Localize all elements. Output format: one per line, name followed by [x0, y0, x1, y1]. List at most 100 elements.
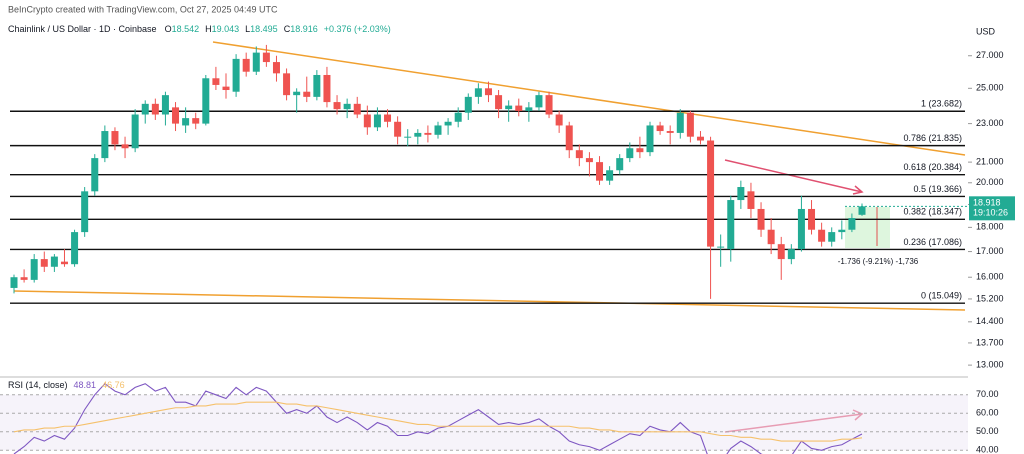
candle-body [777, 244, 785, 260]
axis-label: USD [976, 26, 996, 36]
candle-body [71, 232, 79, 265]
candle-body [353, 103, 361, 115]
candle-body [848, 218, 856, 230]
candle-body [596, 162, 604, 181]
candle-body [101, 131, 109, 159]
candle-body [151, 103, 159, 115]
candle-body [81, 191, 89, 233]
candle-body [464, 96, 472, 113]
candle-body [343, 103, 351, 110]
candle-body [656, 125, 664, 132]
candle-body [737, 187, 745, 201]
candle-body [585, 158, 593, 163]
y-tick-label: 40.00 [976, 445, 999, 454]
candle-body [767, 229, 775, 245]
rsi-band [0, 394, 968, 451]
candle-body [111, 131, 119, 145]
candle-body [818, 229, 826, 242]
legend-item: L [245, 24, 250, 34]
y-tick-label: 13.700 [976, 337, 1004, 347]
candle-body [131, 114, 139, 149]
candle-body [333, 102, 341, 110]
legend-item: H [205, 24, 212, 34]
fib-label: 0.5 (19.366) [913, 184, 962, 194]
candle-body [384, 114, 392, 122]
fib-label: 0.786 (21.835) [903, 133, 962, 143]
candle-body [20, 277, 28, 280]
legend-item: 18.916 [290, 24, 318, 34]
y-tick-label: 16.000 [976, 272, 1004, 282]
candle-body [272, 62, 280, 74]
candle-body [222, 86, 230, 91]
arrow-head [852, 185, 864, 195]
candle-body [636, 148, 644, 153]
candle-body [727, 200, 735, 250]
candle-body [40, 259, 48, 267]
candle-body [666, 131, 674, 133]
candle-body [30, 259, 38, 280]
y-tick-label: 50.00 [976, 426, 999, 436]
candle-body [394, 121, 402, 137]
candle-body [404, 136, 412, 138]
candle-body [172, 107, 180, 124]
candle-body [121, 144, 129, 149]
legend-item: O [165, 24, 172, 34]
y-tick-label: 20.000 [976, 177, 1004, 187]
candle-body [717, 246, 725, 248]
candle-body [838, 229, 846, 233]
candle-body [161, 95, 169, 115]
legend-item: 18.495 [250, 24, 278, 34]
y-tick-label: 25.000 [976, 83, 1004, 93]
candle-body [91, 158, 99, 192]
candle-body [525, 107, 533, 111]
y-tick-label: 15.200 [976, 293, 1004, 303]
rsi-legend: RSI (14, close) 48.81 46.76 [8, 380, 125, 390]
legend-item: 46.76 [102, 380, 125, 390]
candle-body [454, 112, 462, 122]
candle-body [646, 125, 654, 153]
candle-body [424, 132, 432, 135]
legend-item: 19.043 [212, 24, 240, 34]
candle-body [858, 206, 866, 215]
candle-body [626, 148, 634, 159]
candle-body [232, 58, 240, 92]
last-price: 18.918 [973, 198, 1001, 208]
candle-body [192, 118, 200, 124]
last-price-box [969, 196, 1015, 221]
fib-label: 0.236 (17.086) [903, 237, 962, 247]
candle-body [474, 88, 482, 97]
rsi-line [13, 401, 863, 442]
candle-body [141, 103, 149, 115]
y-tick-label: 60.00 [976, 408, 999, 418]
trendline [13, 290, 966, 311]
legend-item: +0.376 (+2.03%) [324, 24, 391, 34]
candle-body [535, 95, 543, 108]
candle-body [283, 73, 291, 96]
candle-body [747, 191, 755, 209]
legend: Chainlink / US Dollar · 1D · Coinbase O18… [8, 24, 391, 34]
candle-body [50, 256, 58, 267]
countdown: 19:10:26 [973, 208, 1008, 218]
measure-label: -1.736 (-9.21%) -1,736 [838, 257, 919, 266]
candle-body [363, 114, 371, 128]
candle-body [757, 208, 765, 230]
y-tick-label: 23.000 [976, 118, 1004, 128]
fib-label: 1 (23.682) [921, 99, 962, 109]
candle-body [616, 158, 624, 171]
legend-item: Chainlink / US Dollar · 1D · Coinbase [8, 24, 157, 34]
candle-body [495, 95, 503, 110]
candle-body [10, 277, 18, 288]
candle-body [303, 91, 311, 97]
candle-body [202, 78, 210, 124]
candle-body [373, 114, 381, 128]
candle-body [787, 249, 795, 260]
candle-body [182, 118, 190, 126]
y-tick-label: 70.00 [976, 389, 999, 399]
candle-body [262, 52, 270, 63]
candle-body [808, 208, 816, 230]
legend-item: 18.542 [172, 24, 200, 34]
divergence-arrow [724, 159, 863, 193]
y-tick-label: 13.000 [976, 359, 1004, 369]
fib-label: 0.382 (18.347) [903, 207, 962, 217]
